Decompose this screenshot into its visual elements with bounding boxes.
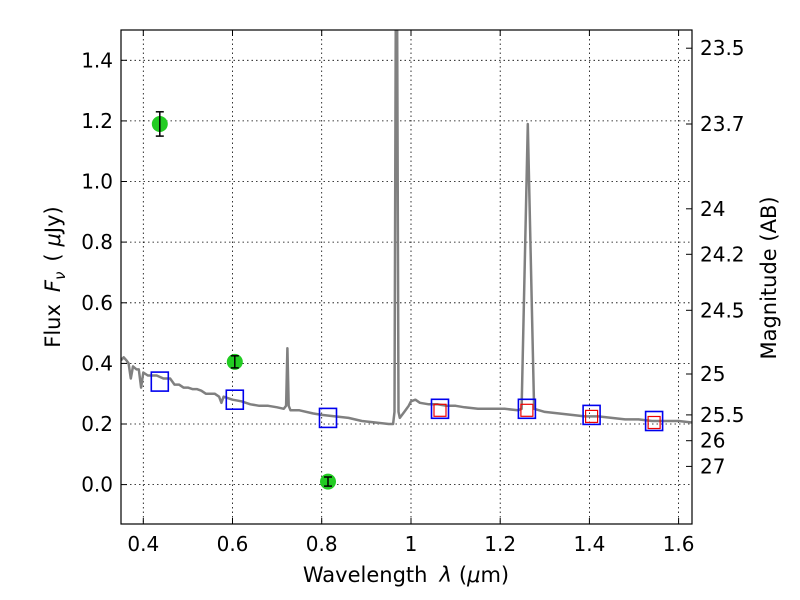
- y-tick-label: 0.0: [81, 473, 113, 497]
- y-tick-label: 0.8: [81, 230, 113, 254]
- x-tick-label: 0.4: [127, 532, 159, 556]
- y2-tick-label: 23.7: [700, 112, 745, 136]
- y2-tick-label: 24: [700, 197, 725, 221]
- model-photometry-series: [150, 371, 664, 432]
- model-photometry-marker: [150, 371, 170, 392]
- x-tick-label: 1: [405, 532, 418, 556]
- y2-tick-label: 24.2: [700, 242, 745, 266]
- y2-tick-label: 25.5: [700, 403, 745, 427]
- observed-photometry-series: [151, 111, 336, 490]
- y2-tick-label: 24.5: [700, 298, 745, 322]
- x-axis-label-unit-mu: μ: [466, 563, 480, 587]
- model-photometry-marker: [517, 398, 537, 420]
- alt-photometry-marker: [647, 415, 661, 430]
- x-axis-label-unit-open: (: [459, 563, 467, 587]
- observed-photometry-point: [320, 473, 336, 490]
- axis-ticks: 0.4 0.6 0.8 1 1.2 1.4 1.6 0.0 0.2 0.4 0.6 0.8 1.0 1.2…: [81, 30, 745, 556]
- x-axis-label-symbol: λ: [438, 563, 451, 587]
- model-photometry-marker: [430, 398, 450, 420]
- x-tick-label: 0.6: [217, 532, 249, 556]
- y-axis-label-symbol-sub: ν: [51, 272, 69, 280]
- y-axis-label-text: Flux: [41, 304, 65, 348]
- model-photometry-marker: [225, 389, 245, 411]
- y-tick-label: 0.6: [81, 291, 113, 315]
- model-photometry-marker: [582, 404, 601, 426]
- model-photometry-marker: [644, 410, 664, 432]
- plot-frame: [120, 29, 693, 525]
- y-axis-label: Flux Fν ( μJy): [41, 206, 69, 348]
- observed-photometry-point: [226, 353, 243, 370]
- y-tick-label: 1.2: [81, 109, 113, 133]
- observed-photometry-point: [151, 111, 168, 137]
- grid: [121, 30, 692, 524]
- y2-tick-label: 23.5: [700, 36, 745, 60]
- y-tick-label: 1.4: [81, 48, 113, 72]
- x-axis-label-unit-rest: m): [480, 563, 509, 587]
- y-axis-label-symbol: F: [41, 279, 65, 292]
- y2-axis-label: Magnitude (AB): [757, 196, 781, 359]
- y-tick-label: 0.2: [81, 412, 113, 436]
- y-axis-label-unit-mu: μ: [41, 233, 65, 247]
- alt-photometry-marker: [520, 403, 534, 417]
- alt-photometry-marker: [584, 409, 599, 423]
- plot-background: [121, 30, 692, 524]
- alt-photometry-series: [433, 403, 661, 430]
- y2-tick-label: 27: [700, 454, 725, 478]
- x-axis-label-text: Wavelength: [303, 563, 428, 587]
- x-tick-label: 1.4: [573, 532, 605, 556]
- y2-tick-label: 25: [700, 362, 725, 386]
- y2-tick-label: 26: [700, 429, 725, 453]
- x-tick-label: 1.2: [484, 532, 516, 556]
- y-axis-label-unit-rest: Jy): [41, 206, 65, 235]
- y-tick-label: 0.4: [81, 351, 113, 375]
- model-photometry-marker: [318, 407, 338, 429]
- alt-photometry-marker: [433, 403, 447, 417]
- y-axis-label-unit-open: (: [41, 253, 65, 261]
- x-tick-label: 1.6: [663, 532, 695, 556]
- y-tick-label: 1.0: [81, 170, 113, 194]
- x-tick-label: 0.8: [306, 532, 338, 556]
- x-axis-label: Wavelength λ (μm): [303, 563, 509, 587]
